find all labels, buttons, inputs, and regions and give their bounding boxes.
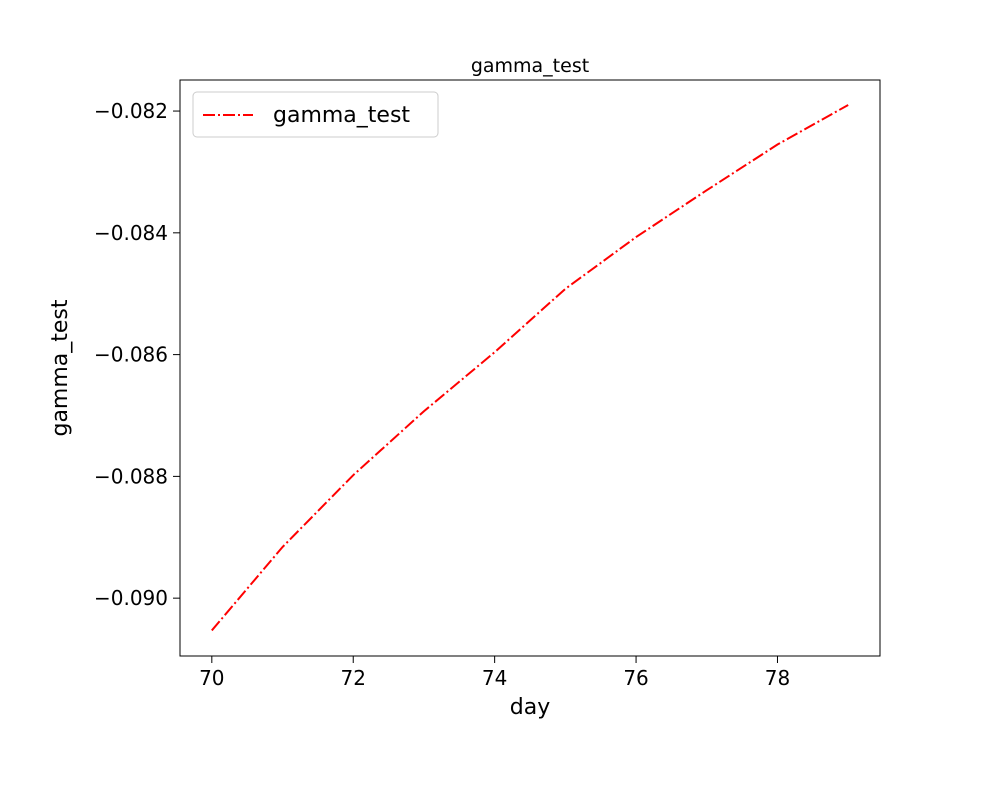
x-tick-label: 70 — [199, 666, 224, 690]
x-tick-label: 78 — [765, 666, 790, 690]
x-tick-label: 74 — [482, 666, 507, 690]
y-tick-label: −0.086 — [94, 343, 168, 367]
plot-frame — [179, 79, 881, 657]
x-axis-label: day — [510, 695, 550, 720]
series-layer — [211, 104, 849, 632]
y-tick-label: −0.088 — [94, 464, 168, 488]
y-tick-label: −0.084 — [94, 221, 168, 245]
legend-box — [192, 91, 439, 138]
y-axis-label: gamma_test — [48, 299, 73, 436]
series-line-gamma-test — [211, 104, 849, 632]
chart-title: gamma_test — [471, 55, 589, 77]
y-axis-ticks: −0.090 −0.088 −0.086 −0.084 −0.082 — [94, 99, 180, 610]
x-tick-label: 76 — [623, 666, 648, 690]
y-tick-label: −0.082 — [94, 99, 168, 123]
legend-label-gamma-test: gamma_test — [273, 103, 410, 128]
y-tick-label: −0.090 — [94, 586, 168, 610]
x-axis-ticks: 70 72 74 76 78 — [199, 656, 790, 690]
x-tick-label: 72 — [341, 666, 366, 690]
legend: gamma_test — [192, 91, 439, 138]
